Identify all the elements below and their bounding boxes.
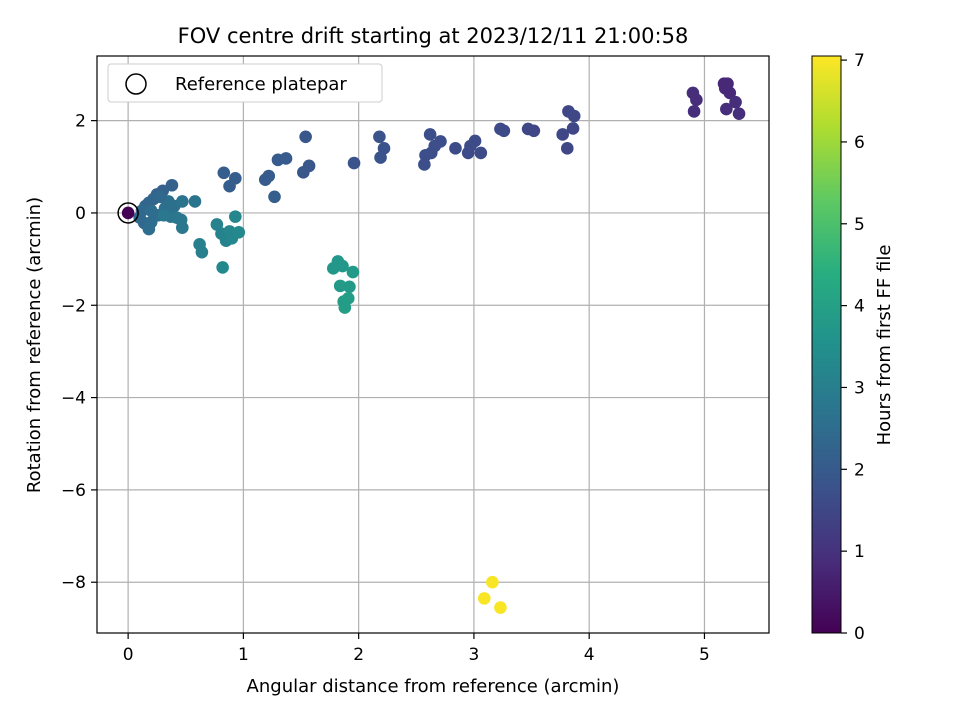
scatter-point <box>343 280 356 294</box>
x-axis-ticks: 0 1 2 3 4 5 <box>123 633 710 665</box>
scatter-point <box>229 210 242 223</box>
colorbar: 0 1 2 3 4 5 6 7 Hours from first FF file <box>811 51 895 644</box>
y-tick-label: 0 <box>75 204 86 224</box>
x-tick-label: 2 <box>353 645 364 665</box>
scatter-point <box>486 575 499 589</box>
scatter-point <box>299 130 312 144</box>
colorbar-tick-label: 0 <box>854 624 865 644</box>
scatter-point <box>223 179 236 193</box>
legend-entry-reference: Reference platepar <box>175 74 347 95</box>
reference-marker-layer <box>117 202 139 224</box>
scatter-point <box>720 102 733 116</box>
grid <box>97 56 769 633</box>
scatter-point <box>279 152 293 165</box>
colorbar-tick-label: 1 <box>854 542 865 562</box>
scatter-point <box>297 166 310 179</box>
scatter-point <box>418 158 431 171</box>
scatter-point <box>232 226 246 239</box>
y-axis-ticks: 2 0 −2 −4 −6 −8 <box>61 112 97 593</box>
scatter-point <box>170 211 183 224</box>
scatter-point <box>567 109 581 123</box>
scatter-point <box>346 265 360 279</box>
scatter-point <box>175 221 189 235</box>
scatter-point <box>268 190 281 204</box>
plot-frame <box>96 55 770 634</box>
colorbar-tick-label: 6 <box>854 133 865 153</box>
scatter-point <box>188 195 202 208</box>
scatter-point <box>474 146 488 160</box>
reference-platepar-marker <box>117 202 139 224</box>
scatter-point <box>347 156 361 170</box>
scatter-point <box>373 130 386 144</box>
scatter-point <box>333 279 347 293</box>
y-tick-label: −4 <box>61 389 86 409</box>
x-tick-label: 4 <box>584 645 595 665</box>
scatter-point <box>424 146 438 160</box>
legend: Reference platepar <box>107 63 383 103</box>
scatter-point <box>195 245 209 259</box>
scatter-point <box>732 107 746 120</box>
reference-point <box>121 206 135 220</box>
x-tick-label: 1 <box>238 645 249 665</box>
scatter-point <box>423 128 437 141</box>
scatter-point <box>144 204 158 217</box>
x-tick-label: 0 <box>123 645 134 665</box>
y-axis-label: Rotation from reference (arcmin) <box>24 197 45 493</box>
scatter-point <box>723 86 737 100</box>
scatter-point <box>165 178 179 192</box>
scatter-point <box>560 142 574 155</box>
scatter-point <box>690 93 703 107</box>
y-tick-label: 2 <box>75 112 86 132</box>
x-tick-label: 5 <box>699 645 710 665</box>
chart-title: FOV centre drift starting at 2023/12/11 … <box>178 24 689 48</box>
y-tick-label: −8 <box>61 573 86 593</box>
colorbar-tick-label: 4 <box>854 297 865 317</box>
scatter-point <box>338 301 352 314</box>
scatter-point <box>687 105 701 118</box>
scatter-point <box>494 601 507 614</box>
scatter-point <box>217 166 231 180</box>
scatter-point <box>258 173 272 187</box>
scatter-point <box>461 146 475 160</box>
scatter-point <box>449 142 462 155</box>
scatter-point <box>216 261 229 274</box>
legend-marker-icon <box>125 73 147 95</box>
scatter-point <box>497 124 511 138</box>
y-tick-label: −2 <box>61 296 86 316</box>
scatter-point <box>157 208 171 222</box>
scatter-point <box>477 592 491 605</box>
colorbar-gradient <box>811 55 842 634</box>
colorbar-tick-label: 7 <box>854 51 865 71</box>
y-tick-label: −6 <box>61 481 86 501</box>
colorbar-label: Hours from first FF file <box>874 245 895 446</box>
colorbar-tick-label: 5 <box>854 215 865 235</box>
scatter-point <box>175 195 189 208</box>
scatter-point <box>729 95 742 109</box>
scatter-point <box>556 128 569 141</box>
scatter-point <box>374 151 387 164</box>
scatter-points <box>133 77 746 614</box>
scatter-point <box>336 259 349 273</box>
colorbar-ticks: 0 1 2 3 4 5 6 7 <box>841 51 865 644</box>
x-axis-label: Angular distance from reference (arcmin) <box>247 676 620 697</box>
x-tick-label: 3 <box>469 645 480 665</box>
scatter-point <box>154 190 167 204</box>
scatter-point <box>566 122 580 135</box>
colorbar-tick-label: 3 <box>854 378 865 398</box>
scatter-point <box>527 124 541 138</box>
colorbar-tick-label: 2 <box>854 460 865 480</box>
legend-box <box>107 63 383 103</box>
